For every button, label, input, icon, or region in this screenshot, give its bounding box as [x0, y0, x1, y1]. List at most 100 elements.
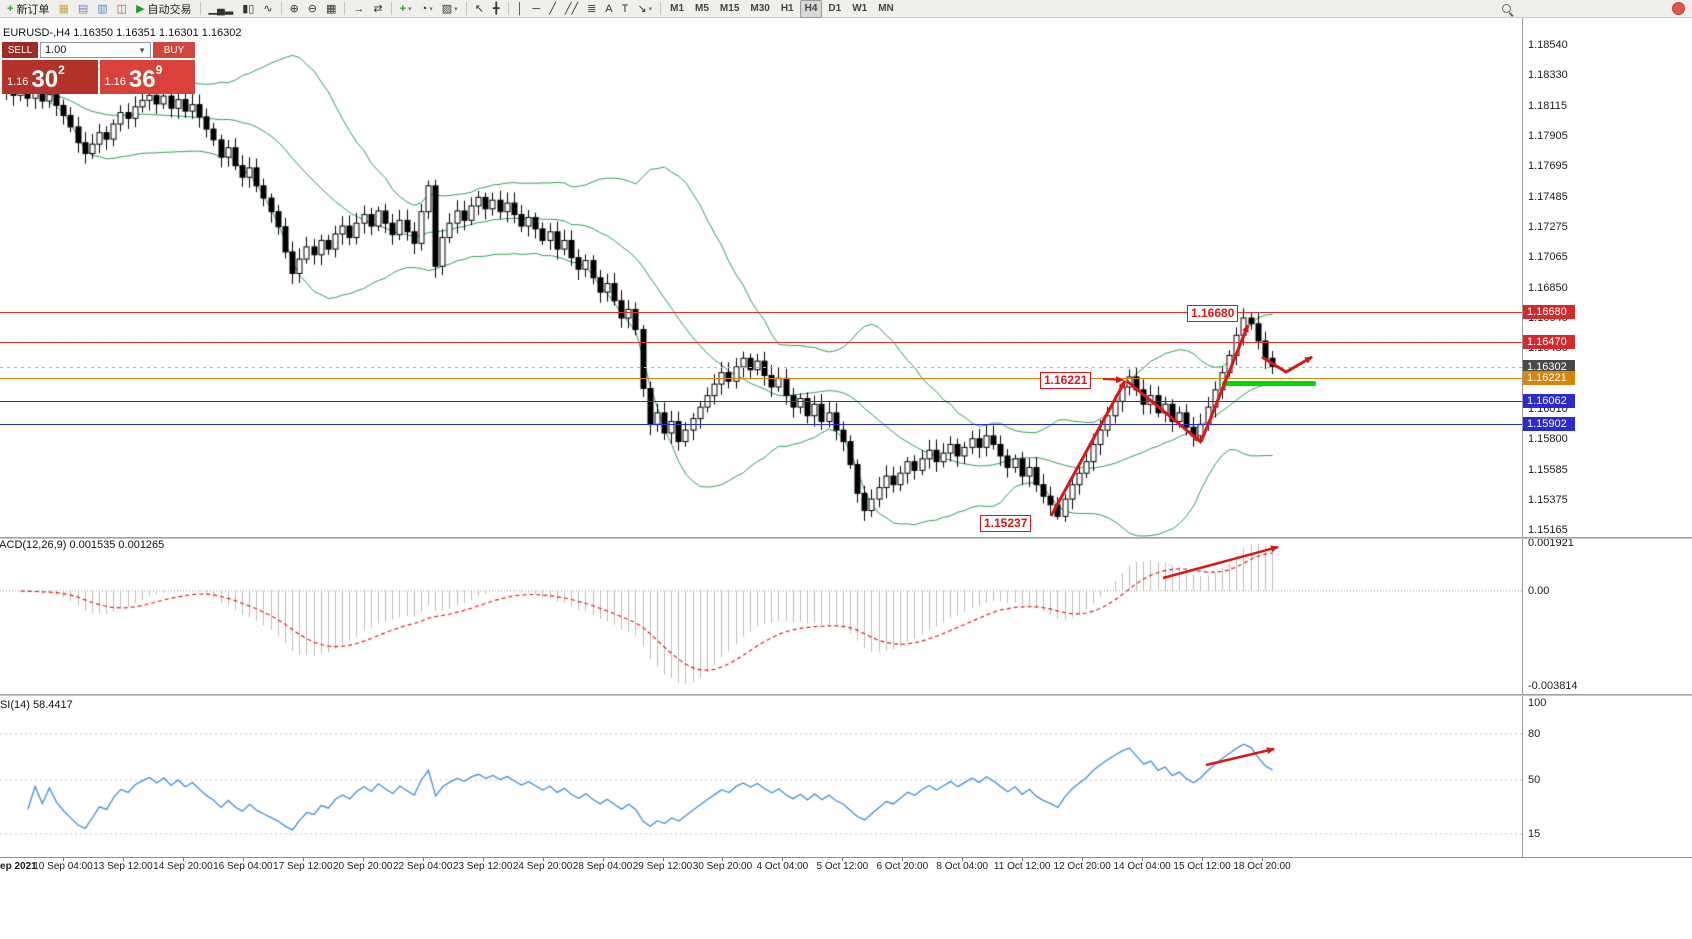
tile-windows-icon-glyph: ▦: [326, 2, 337, 15]
timeframe-h1[interactable]: H1: [780, 3, 794, 14]
vertical-line-tool[interactable]: │: [513, 0, 528, 18]
time-tick: [1142, 857, 1144, 861]
price-tick: 1.15585: [1528, 463, 1568, 476]
time-tick: [242, 857, 244, 861]
periods-button[interactable]: ◔ ▾: [417, 0, 437, 18]
notification-icon[interactable]: [1668, 0, 1689, 18]
time-label: 10 Sep 04:00: [33, 861, 93, 872]
chart-title: EURUSD-,H4 1.16350 1.16351 1.16301 1.163…: [3, 27, 242, 39]
sell-button-small[interactable]: SELL: [2, 42, 38, 58]
time-tick: [662, 857, 664, 861]
new-order-button[interactable]: + 新订单: [3, 0, 53, 18]
tile-windows-icon[interactable]: ▦: [322, 0, 340, 18]
fibonacci-tool[interactable]: ≣: [583, 0, 600, 18]
sell-price-point: 2: [58, 63, 65, 77]
auto-scroll-icon[interactable]: →: [349, 0, 368, 18]
chart-window-icon-glyph: ▦: [58, 2, 69, 15]
search-icon[interactable]: [1496, 0, 1518, 18]
price-tick: 1.18115: [1528, 100, 1567, 113]
time-label: 18 Oct 20:00: [1233, 861, 1291, 872]
candlestick-chart-icon-glyph: ▮▯: [242, 2, 255, 15]
chart-shift-icon-glyph: ⇄: [373, 2, 383, 15]
zoom-in-icon[interactable]: ⊕: [286, 0, 303, 18]
arrows-tool[interactable]: ↘ ▾: [633, 0, 656, 18]
profiles-icon[interactable]: ▤: [74, 0, 92, 18]
bar-chart-icon[interactable]: ▁▄▂: [205, 0, 238, 18]
candlestick-chart-icon[interactable]: ▮▯: [238, 0, 258, 18]
timeframe-m5[interactable]: M5: [695, 3, 709, 14]
timeframe-w1[interactable]: W1: [852, 3, 868, 14]
text-label-tool[interactable]: T: [618, 0, 633, 18]
timeframe-d1[interactable]: D1: [828, 3, 842, 14]
buy-button-small[interactable]: BUY: [153, 42, 195, 58]
macd-indicator-canvas[interactable]: [0, 538, 1522, 695]
lot-dropdown-icon[interactable]: ▼: [138, 45, 146, 55]
cursor-tool[interactable]: ↖: [471, 0, 488, 18]
resistance-price-label[interactable]: 1.16680: [1187, 305, 1239, 322]
timeframe-mn[interactable]: MN: [878, 3, 894, 14]
price-chart-canvas[interactable]: [0, 18, 1522, 538]
timeframe-h4[interactable]: H4: [799, 0, 823, 18]
horizontal-line-1.16221[interactable]: [0, 378, 1522, 379]
text-tool[interactable]: A: [601, 0, 616, 18]
channel-tool[interactable]: ╱╱: [561, 0, 582, 18]
trendline-tool[interactable]: ╱: [545, 0, 560, 18]
text-label-tool-glyph: T: [621, 2, 629, 15]
notification-icon-glyph: [1672, 2, 1685, 15]
sell-price-button[interactable]: 1.16 30 2: [2, 60, 98, 94]
horizontal-line-1.15902[interactable]: [0, 424, 1522, 425]
chart-shift-icon[interactable]: ⇄: [369, 0, 386, 18]
price-label-1.16221: 1.16221: [1523, 371, 1575, 386]
chart-window-icon[interactable]: ▦: [54, 0, 72, 18]
periods-button-caret: ▾: [429, 5, 433, 13]
rsi-indicator-canvas[interactable]: [0, 695, 1522, 857]
templates-button[interactable]: ▨ ▾: [438, 0, 462, 18]
price-tick: 1.15375: [1528, 493, 1568, 506]
time-label: 14 Sep 20:00: [153, 861, 213, 872]
line-chart-icon-glyph: ∿: [263, 2, 273, 15]
price-tick: 1.16850: [1528, 281, 1568, 294]
toolbar-separator: [344, 2, 346, 15]
price-tick: 1.15800: [1528, 432, 1568, 445]
time-tick: [362, 857, 364, 861]
timeframe-m1[interactable]: M1: [670, 3, 685, 14]
time-label: 4 Oct 04:00: [756, 861, 809, 872]
macd-window-separator[interactable]: [0, 537, 1692, 539]
horizontal-line-1.16470[interactable]: [0, 342, 1522, 343]
buy-price-button[interactable]: 1.16 36 9: [99, 60, 195, 94]
price-label-1.16680: 1.16680: [1523, 305, 1575, 320]
breakout-price-label[interactable]: 1.16221: [1040, 372, 1092, 389]
time-label: 15 Oct 12:00: [1173, 861, 1231, 872]
zoom-out-icon[interactable]: ⊖: [304, 0, 321, 18]
price-label-1.16470: 1.16470: [1523, 335, 1575, 350]
horizontal-line-1.16062[interactable]: [0, 401, 1522, 402]
timeframe-m30[interactable]: M30: [750, 3, 770, 14]
swing-low-price-label[interactable]: 1.15237: [980, 515, 1032, 532]
time-tick: [1262, 857, 1263, 861]
horizontal-line-tool[interactable]: ─: [528, 0, 544, 18]
trendline-tool-glyph: ╱: [549, 2, 556, 15]
crosshair-tool[interactable]: ╋: [489, 0, 504, 18]
time-tick: [842, 857, 844, 861]
strategy-tester-icon[interactable]: ◫: [113, 0, 131, 18]
time-tick: [1082, 857, 1084, 861]
indicators-button[interactable]: + ▾: [396, 0, 416, 18]
data-window-icon[interactable]: ▥: [93, 0, 111, 18]
horizontal-line-1.16680[interactable]: [0, 312, 1522, 313]
time-label: 5 Oct 12:00: [816, 861, 869, 872]
timeframe-m15[interactable]: M15: [719, 3, 740, 14]
price-tick: 1.17485: [1528, 190, 1568, 203]
lot-value[interactable]: 1.00: [45, 44, 67, 56]
support-zone-line[interactable]: [1222, 381, 1316, 386]
rsi-window-separator[interactable]: [0, 694, 1692, 696]
price-tick: 1.15165: [1528, 523, 1568, 536]
line-chart-icon[interactable]: ∿: [259, 0, 276, 18]
fibonacci-tool-glyph: ≣: [587, 2, 597, 15]
price-tick: 1.17275: [1528, 220, 1568, 233]
indicators-button-caret: ▾: [408, 5, 412, 13]
rsi-axis-tick: 50: [1528, 774, 1541, 786]
cursor-tool-glyph: ↖: [474, 2, 484, 15]
lot-size-input[interactable]: 1.00 ▼: [40, 42, 151, 58]
autotrading-button[interactable]: ▶ 自动交易: [132, 0, 195, 18]
